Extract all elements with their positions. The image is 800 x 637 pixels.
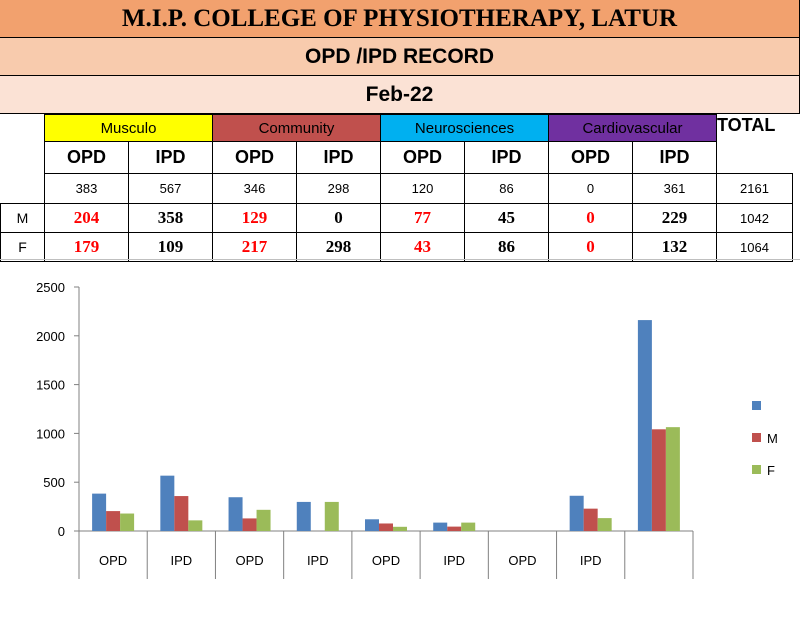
row-label <box>1 174 45 204</box>
bar-f <box>665 427 680 531</box>
sub-header: IPD <box>128 141 213 174</box>
sub-header: OPD <box>44 141 129 174</box>
table-cell: 45 <box>464 203 549 233</box>
bar-all <box>228 497 243 531</box>
total-cell: 1064 <box>716 232 793 262</box>
bar-all <box>569 495 584 531</box>
table-cell: 179 <box>44 232 129 262</box>
corner-cell <box>1 142 45 174</box>
x-tick-label: OPD <box>235 553 263 568</box>
record-subtitle: OPD /IPD RECORD <box>0 38 800 76</box>
record-table: Musculo Community Neurosciences Cardiova… <box>0 114 793 262</box>
bar-m <box>447 526 462 531</box>
table-cell: 358 <box>128 203 213 233</box>
total-cell: 1042 <box>716 203 793 233</box>
bar-f <box>393 526 407 531</box>
sub-header: OPD <box>212 141 297 174</box>
y-tick-label: 0 <box>58 524 65 539</box>
sub-header: IPD <box>464 141 549 174</box>
bar-m <box>174 496 189 531</box>
row-label: M <box>0 203 45 233</box>
table-cell: 77 <box>380 203 465 233</box>
table-cell: 204 <box>44 203 129 233</box>
legend-label: F <box>767 463 775 478</box>
bar-all <box>637 320 652 531</box>
table-cell: 0 <box>548 173 633 204</box>
table-cell: 298 <box>296 173 381 204</box>
x-tick-label: IPD <box>307 553 329 568</box>
x-tick-label: OPD <box>99 553 127 568</box>
sub-header: OPD <box>380 141 465 174</box>
legend-swatch <box>752 465 761 474</box>
bar-f <box>461 522 476 531</box>
college-title: M.I.P. COLLEGE OF PHYSIOTHERAPY, LATUR <box>0 0 800 38</box>
table-cell: 132 <box>632 232 717 262</box>
bar-f <box>324 501 339 531</box>
table-cell: 567 <box>128 173 213 204</box>
table-cell: 383 <box>44 173 129 204</box>
bar-all <box>160 475 175 531</box>
x-tick-label: OPD <box>372 553 400 568</box>
bar-all <box>92 493 107 531</box>
table-cell: 86 <box>464 173 549 204</box>
category-cardiovascular: Cardiovascular <box>548 114 717 142</box>
bar-chart: 0 500 1000 1500 2000 2500 OPD IPD OPD IPD OPD IPD OP… <box>36 280 778 579</box>
bar-m <box>379 523 393 531</box>
legend-swatch <box>752 401 761 410</box>
category-neurosciences: Neurosciences <box>380 114 549 142</box>
category-community: Community <box>212 114 381 142</box>
legend-swatch <box>752 433 761 442</box>
table-cell: 43 <box>380 232 465 262</box>
table-cell: 346 <box>212 173 297 204</box>
table-cell: 86 <box>464 232 549 262</box>
legend-label: M <box>767 431 778 446</box>
table-cell: 217 <box>212 232 297 262</box>
row-label: F <box>0 232 45 262</box>
y-tick-label: 500 <box>43 475 65 490</box>
bar-all <box>365 519 379 531</box>
sub-header: IPD <box>632 141 717 174</box>
bar-m <box>583 508 598 531</box>
bar-all <box>296 501 311 531</box>
table-cell: 129 <box>212 203 297 233</box>
x-tick-label: IPD <box>443 553 465 568</box>
bar-f <box>120 513 135 531</box>
table-row: 383 567 346 298 120 86 0 361 2161 <box>1 173 793 204</box>
table-cell: 361 <box>632 173 717 204</box>
table-row: F 179 109 217 298 43 86 0 132 1064 <box>0 232 793 262</box>
table-cell: 0 <box>548 232 633 262</box>
y-tick-label: 1500 <box>36 378 65 393</box>
total-header: TOTAL <box>717 114 776 135</box>
bar-f <box>256 509 271 531</box>
table-cell: 0 <box>548 203 633 233</box>
table-cell: 298 <box>296 232 381 262</box>
bar-all <box>433 522 448 531</box>
table-cell: 109 <box>128 232 213 262</box>
bar-m <box>106 511 121 531</box>
bar-f <box>188 520 203 531</box>
total-cell: 2161 <box>716 173 793 204</box>
bar-m <box>242 518 257 531</box>
y-tick-label: 2000 <box>36 329 65 344</box>
x-tick-label: IPD <box>580 553 602 568</box>
table-cell: 229 <box>632 203 717 233</box>
chart-area: 0 500 1000 1500 2000 2500 OPD IPD OPD IPD OPD IPD OP… <box>0 259 800 637</box>
bar-m <box>651 429 666 531</box>
table-cell: 120 <box>380 173 465 204</box>
x-tick-label: OPD <box>508 553 536 568</box>
table-row: M 204 358 129 0 77 45 0 229 1042 <box>0 203 793 233</box>
bar-f <box>597 518 612 531</box>
corner-cell <box>1 115 45 142</box>
sub-header: IPD <box>296 141 381 174</box>
y-tick-label: 2500 <box>36 280 65 295</box>
x-tick-label: IPD <box>170 553 192 568</box>
sub-header: OPD <box>548 141 633 174</box>
category-musculo: Musculo <box>44 114 213 142</box>
y-tick-label: 1000 <box>36 426 65 441</box>
month-label: Feb-22 <box>0 76 800 114</box>
table-cell: 0 <box>296 203 381 233</box>
